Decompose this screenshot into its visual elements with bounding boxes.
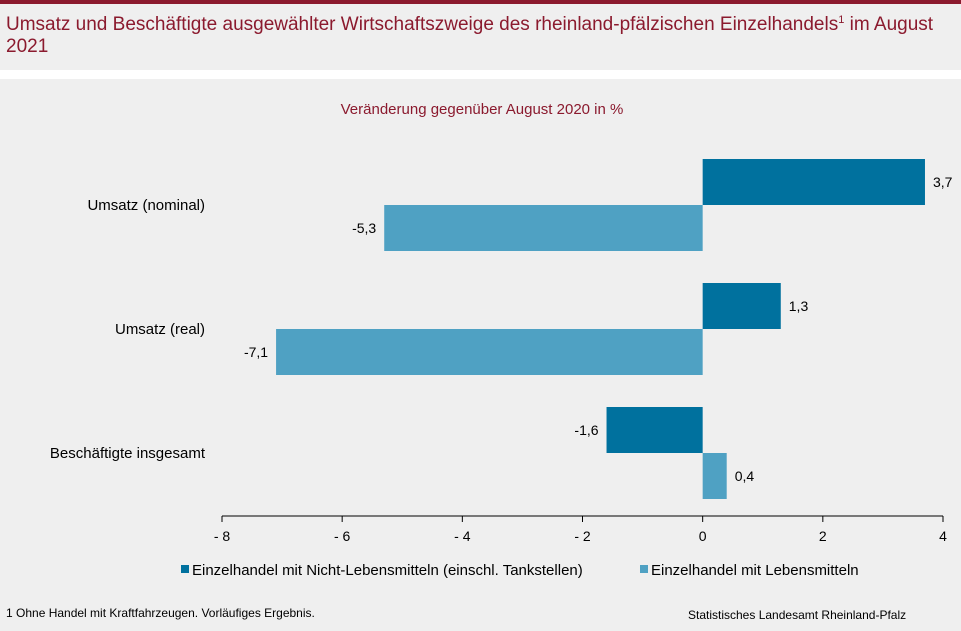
- title-footnote-mark: 1: [838, 14, 845, 26]
- data-label: -5,3: [352, 220, 376, 236]
- legend-label: Einzelhandel mit Nicht-Lebensmitteln (ei…: [192, 562, 583, 579]
- data-label: -7,1: [244, 344, 268, 360]
- x-tick-label: 0: [699, 528, 707, 544]
- bar-chart: Veränderung gegenüber August 2020 in % U…: [50, 101, 953, 579]
- category-label: Umsatz (real): [115, 321, 205, 338]
- category-label: Beschäftigte insgesamt: [50, 445, 206, 462]
- chart-title: Umsatz und Beschäftigte ausgewählter Wir…: [6, 14, 936, 58]
- footnote: 1 Ohne Handel mit Kraftfahrzeugen. Vorlä…: [6, 606, 315, 620]
- bar-food: [702, 453, 727, 499]
- bar-food: [384, 205, 703, 251]
- title-text: Umsatz und Beschäftigte ausgewählter Wir…: [6, 14, 839, 35]
- plot-area: Umsatz (nominal) 3,7 -5,3 Umsatz (real) 1,3 -…: [50, 159, 953, 579]
- title-separator: [0, 70, 961, 79]
- category-label: Umsatz (nominal): [87, 197, 205, 214]
- bar-non-food: [606, 407, 703, 453]
- source-note: Statistisches Landesamt Rheinland-Pfalz: [688, 608, 907, 622]
- x-tick-label: - 2: [574, 528, 591, 544]
- x-tick-label: - 4: [454, 528, 471, 544]
- bar-non-food: [702, 283, 781, 329]
- legend-swatch: [640, 565, 648, 573]
- data-label: 0,4: [735, 468, 755, 484]
- x-tick-label: - 6: [334, 528, 351, 544]
- bar-non-food: [702, 159, 925, 205]
- data-label: -1,6: [574, 422, 598, 438]
- x-tick-label: 2: [819, 528, 827, 544]
- data-label: 3,7: [933, 174, 953, 190]
- data-label: 1,3: [789, 298, 809, 314]
- legend-swatch: [181, 565, 189, 573]
- x-tick-label: - 8: [214, 528, 231, 544]
- title-suffix: im August 2021: [6, 14, 934, 57]
- bar-food: [276, 329, 703, 375]
- top-rule: [0, 0, 961, 4]
- x-tick-label: 4: [939, 528, 947, 544]
- chart-subtitle: Veränderung gegenüber August 2020 in %: [341, 101, 624, 118]
- legend-label: Einzelhandel mit Lebensmitteln: [651, 562, 859, 579]
